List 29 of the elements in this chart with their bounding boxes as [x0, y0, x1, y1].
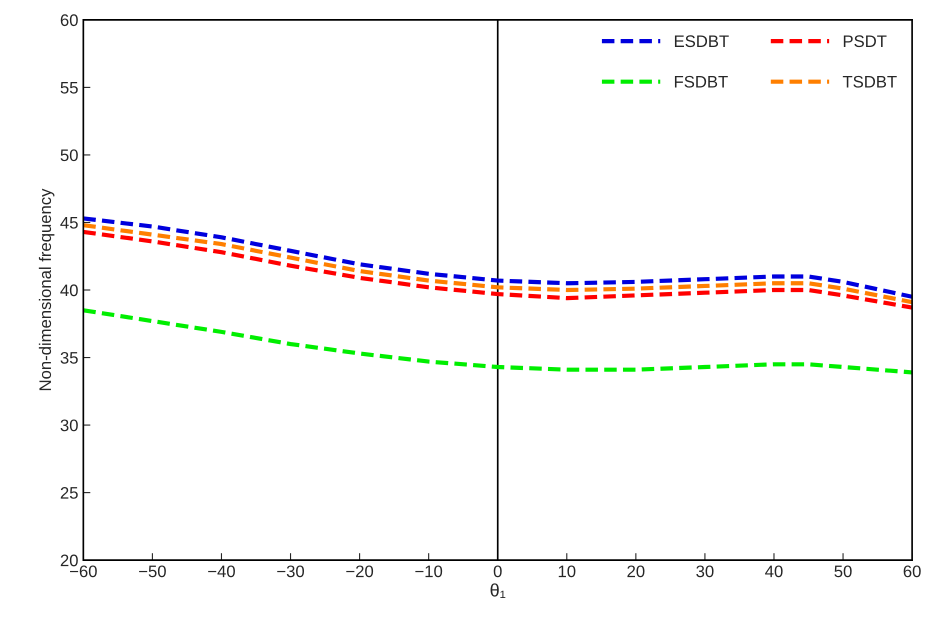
x-tick-label: 50 — [834, 565, 852, 578]
y-tick-label: 45 — [60, 217, 78, 229]
y-tick-label: 30 — [60, 419, 78, 432]
y-tick-label: 60 — [60, 14, 78, 26]
line-series — [83, 308, 912, 374]
y-axis-title: Non-dimensional frequency — [38, 188, 54, 390]
x-tick-label: −60 — [70, 565, 97, 578]
x-tick-label: −20 — [346, 565, 374, 578]
x-tick-label: −10 — [415, 565, 442, 578]
y-tick-label: 20 — [60, 554, 78, 566]
y-tick-label: 55 — [60, 82, 78, 94]
x-tick-label: 30 — [696, 565, 714, 578]
legend-label: TSDBT — [842, 76, 897, 88]
legend-label: FSDBT — [674, 76, 728, 88]
y-tick-label: 35 — [60, 352, 78, 364]
x-tick-label: 10 — [558, 565, 576, 578]
x-tick-label: 40 — [765, 565, 783, 578]
x-tick-label: 0 — [494, 565, 502, 578]
y-tick-label: 50 — [60, 149, 78, 162]
x-axis-title: θ₁ — [490, 583, 506, 598]
x-tick-label: 20 — [627, 565, 644, 578]
x-tick-label: 60 — [904, 565, 921, 578]
x-tick-label: −40 — [208, 565, 235, 578]
legend-label: PSDT — [844, 35, 887, 48]
y-tick-label: 40 — [60, 284, 78, 296]
x-tick-label: −50 — [139, 565, 166, 578]
x-tick-label: −30 — [277, 565, 304, 578]
legend-label: ESDBT — [674, 35, 729, 48]
y-tick-label: 25 — [60, 487, 78, 499]
